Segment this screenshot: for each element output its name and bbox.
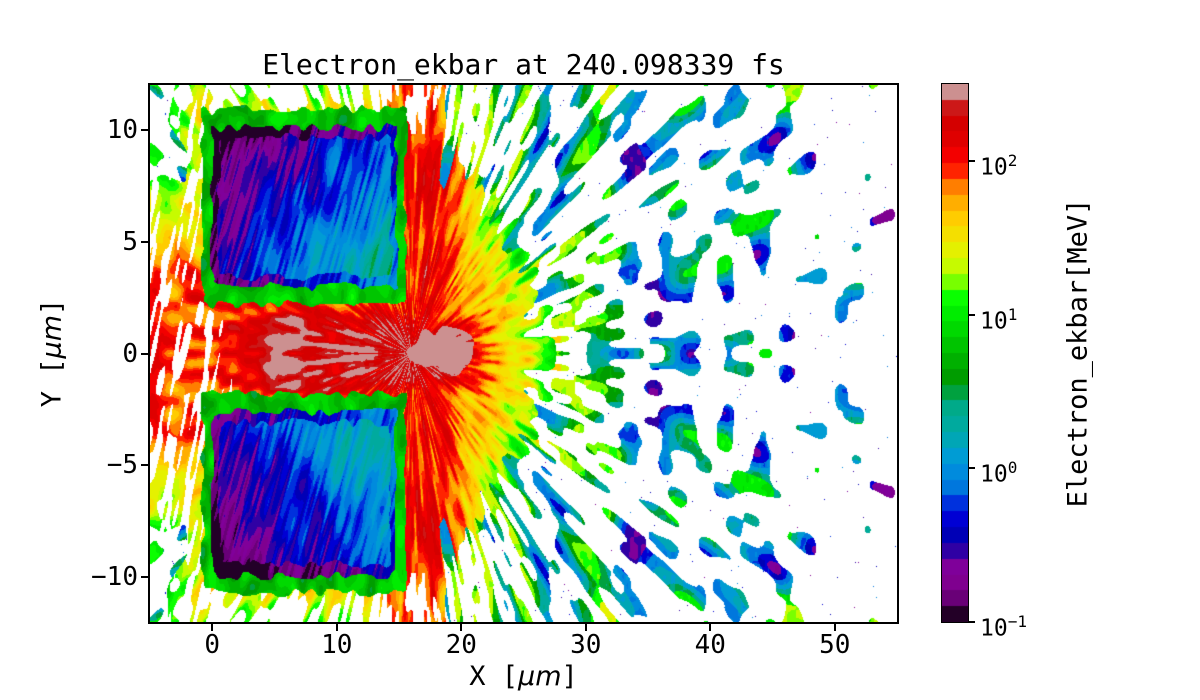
x-tick	[335, 624, 338, 631]
y-tick-label: 10	[106, 114, 138, 145]
y-tick-label: 5	[122, 226, 138, 257]
x-axis-label-unit: μm	[518, 661, 562, 692]
x-axis-label: X [μm]	[150, 661, 897, 692]
x-tick-label: 30	[570, 630, 602, 660]
colorbar-frame	[941, 83, 969, 623]
colorbar-tick-label: 100	[980, 458, 1018, 488]
x-axis-label-post: ]	[561, 661, 578, 692]
colorbar-label: Electron_ekbar[MeV]	[1062, 198, 1094, 508]
x-tick-label: 20	[445, 630, 477, 660]
x-axis-label-pre: X [	[469, 661, 519, 692]
y-axis-label: Y [μm]	[37, 299, 68, 408]
x-tick	[584, 624, 587, 631]
colorbar-tick	[969, 313, 975, 316]
x-tick-label: 10	[321, 630, 353, 660]
colorbar-tick-label: 101	[980, 304, 1018, 335]
y-tick-label: 0	[122, 338, 138, 369]
colorbar-tick	[969, 467, 975, 470]
x-tick-label: 50	[819, 630, 851, 660]
y-tick	[141, 128, 148, 131]
x-tick-label: 40	[694, 630, 726, 660]
x-tick	[460, 624, 463, 631]
plot-title: Electron_ekbar at 240.098339 fs	[262, 48, 785, 81]
y-tick	[141, 464, 148, 467]
x-tick-label: 0	[204, 630, 221, 660]
x-tick	[709, 624, 712, 631]
colorbar-tick	[969, 159, 975, 162]
colorbar-tick-label: 102	[980, 150, 1018, 181]
y-tick-label: −5	[106, 450, 138, 481]
colorbar-canvas	[942, 84, 968, 622]
x-tick	[211, 624, 214, 631]
y-axis-label-pre: Y [	[36, 358, 68, 408]
colorbar-tick	[969, 621, 975, 623]
y-axis-label-unit: μm	[36, 315, 68, 359]
colorbar-tick-label: 10−1	[980, 612, 1027, 642]
y-tick	[141, 576, 148, 579]
y-axis-label-post: ]	[36, 298, 68, 315]
y-tick	[141, 240, 148, 243]
y-tick	[141, 352, 148, 355]
x-tick	[833, 624, 836, 631]
heatmap-canvas	[150, 85, 897, 622]
plot-frame	[148, 83, 899, 624]
y-tick-label: −10	[91, 562, 138, 593]
